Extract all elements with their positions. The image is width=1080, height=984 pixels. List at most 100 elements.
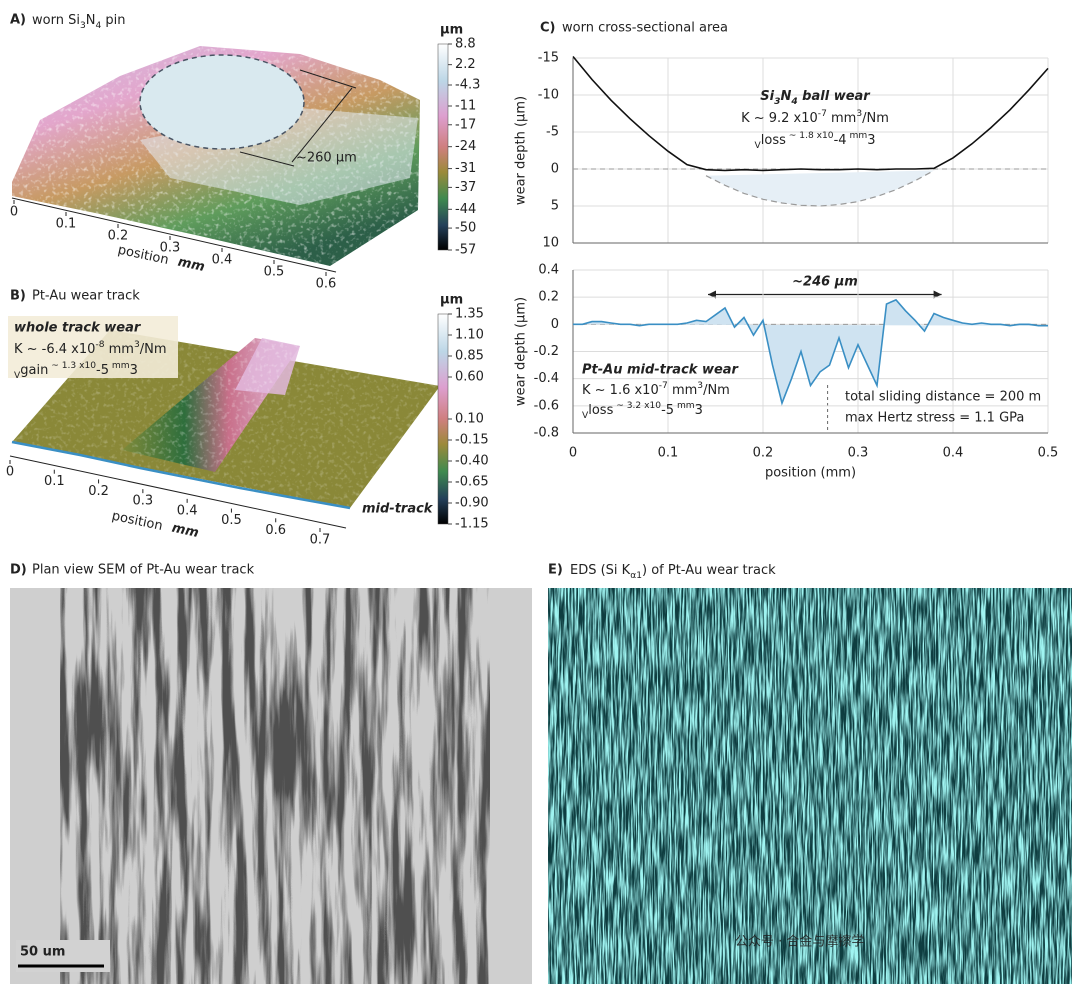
x-tick-label: 0.2 bbox=[753, 446, 774, 461]
colorbar-tick-label: -0.65 bbox=[455, 475, 489, 490]
x-tick-label: 0.4 bbox=[177, 503, 198, 518]
inset-text: Vgain ~ 1.3 x10-5 mm3 bbox=[14, 361, 138, 381]
annotation-text-part: -7 bbox=[659, 381, 668, 391]
annotation-text-part: 3 bbox=[856, 109, 862, 119]
inset-text: K ~ -6.4 x10-8 mm3/Nm bbox=[14, 340, 167, 357]
x-axis-label: position (mm) bbox=[765, 466, 856, 481]
colorbar-tick-label: 0.85 bbox=[455, 349, 484, 364]
y-tick-label: -10 bbox=[538, 88, 559, 103]
colorbar-tick-label: -50 bbox=[455, 221, 476, 236]
colorbar-tick-label: -0.40 bbox=[455, 454, 489, 469]
annotation-text: K ~ 9.2 x10-7 mm3/Nm bbox=[741, 109, 889, 126]
worn-circle bbox=[139, 54, 305, 150]
panel-title: worn Si3N4 pin bbox=[32, 13, 126, 31]
inset-text-part: V bbox=[14, 371, 21, 381]
annotation-text-part: ~ 3.2 x10 bbox=[613, 401, 661, 411]
y-tick-label: 0 bbox=[551, 317, 559, 332]
inset-text-part: -5 bbox=[96, 363, 109, 378]
scale-bar-label: 50 um bbox=[20, 945, 65, 960]
annotation-text-part: ~ 1.8 x10 bbox=[786, 131, 834, 141]
panel-label: C) bbox=[540, 21, 555, 36]
inset-text-part: /Nm bbox=[140, 342, 167, 357]
x-tick-label: 0.5 bbox=[221, 513, 242, 528]
panel-label: E) bbox=[548, 563, 563, 578]
panel-label: D) bbox=[10, 563, 27, 578]
y-tick-label: 0 bbox=[551, 162, 559, 177]
x-tick-label: 0.4 bbox=[212, 253, 233, 268]
panel-title-part: 4 bbox=[95, 21, 101, 31]
mid-track-line bbox=[11, 440, 351, 510]
inset-text-part: mm bbox=[109, 361, 130, 371]
x-axis-unit: mm bbox=[170, 521, 200, 541]
annotation-text-part: 3 bbox=[867, 133, 875, 148]
annotation-title-part: N bbox=[780, 89, 791, 104]
line bbox=[705, 169, 935, 207]
colorbar-tick-label: 0.10 bbox=[455, 412, 484, 427]
annotation-text-part: -7 bbox=[818, 109, 827, 119]
inset-text-part: K ~ -6.4 x10 bbox=[14, 342, 95, 357]
x-tick-label: 0 bbox=[569, 446, 577, 461]
panel-title-part: worn Si bbox=[32, 13, 80, 28]
colorbar-tick-label: -17 bbox=[455, 117, 476, 132]
panel-title-part: N bbox=[86, 13, 96, 28]
annotation-text-part: loss bbox=[761, 133, 786, 148]
x-tick-label: 0.4 bbox=[943, 446, 964, 461]
colorbar-tick-label: 2.2 bbox=[455, 57, 476, 72]
annotation-text-part: mm bbox=[827, 111, 856, 126]
panel-title: Pt-Au wear track bbox=[32, 289, 140, 304]
line bbox=[573, 298, 1048, 406]
inset-text-part: gain bbox=[20, 363, 48, 378]
annotation-text-part: V bbox=[755, 141, 762, 151]
y-tick-label: 10 bbox=[542, 236, 559, 251]
x-tick-label: 0 bbox=[10, 205, 18, 220]
panel-title-part: 3 bbox=[80, 21, 86, 31]
y-tick-label: 0.4 bbox=[538, 263, 559, 278]
colorbar-tick-label: 0.60 bbox=[455, 370, 484, 385]
x-tick-label: 0 bbox=[6, 465, 14, 480]
dimension-label: ~260 µm bbox=[296, 151, 357, 166]
y-axis-label: wear depth (µm) bbox=[514, 96, 529, 205]
colorbar-tick-label: -57 bbox=[455, 243, 476, 258]
panel-title-part: α1 bbox=[630, 571, 642, 581]
arrow-head bbox=[708, 290, 716, 299]
x-tick-label: 0.6 bbox=[316, 277, 337, 292]
annotation-text-part: -5 bbox=[661, 403, 674, 418]
x-tick-label: 0.5 bbox=[264, 265, 285, 280]
x-tick-label: 0.2 bbox=[108, 229, 129, 244]
annotation-text-part: V bbox=[582, 411, 589, 421]
panel-label: B) bbox=[10, 289, 26, 304]
annotation-text-part: -4 bbox=[834, 133, 847, 148]
colorbar-b bbox=[437, 313, 449, 525]
watermark: 公众号 · 合金与摩擦学 bbox=[735, 934, 864, 950]
colorbar-tick-label: 8.8 bbox=[455, 37, 476, 52]
y-tick-label: -0.6 bbox=[534, 398, 559, 413]
annotation-title: Pt-Au mid-track wear bbox=[582, 363, 740, 378]
y-tick-label: -0.2 bbox=[534, 344, 559, 359]
annotation-text-part: mm bbox=[674, 401, 695, 411]
panel-title: worn cross-sectional area bbox=[562, 21, 728, 36]
x-tick-label: 0.3 bbox=[160, 241, 181, 256]
panel-title: Plan view SEM of Pt-Au wear track bbox=[32, 563, 255, 578]
annotation-text: Vloss ~ 3.2 x10-5 mm3 bbox=[582, 401, 703, 421]
colorbar-unit: µm bbox=[440, 23, 463, 38]
panel-title-part: ) of Pt-Au wear track bbox=[642, 563, 776, 578]
x-tick-label: 0.2 bbox=[88, 484, 109, 499]
x-tick-label: 0.3 bbox=[848, 446, 869, 461]
inset-title: whole track wear bbox=[14, 321, 142, 336]
panel-label: A) bbox=[10, 13, 26, 28]
annotation-text: Vloss ~ 1.8 x10-4 mm3 bbox=[755, 131, 876, 151]
annotation-text-part: 3 bbox=[695, 403, 703, 418]
annotation-text-part: 3 bbox=[697, 381, 703, 391]
x-tick-label: 0.1 bbox=[44, 474, 65, 489]
colorbar-tick-label: -37 bbox=[455, 180, 476, 195]
panel-title-part: EDS (Si K bbox=[570, 563, 631, 578]
inset-text-part: 3 bbox=[134, 340, 140, 350]
panel-title-part: pin bbox=[101, 13, 125, 28]
x-tick-label: 0.3 bbox=[133, 494, 154, 509]
annotation-text-part: K ~ 9.2 x10 bbox=[741, 111, 818, 126]
y-tick-label: -15 bbox=[538, 51, 559, 66]
x-tick-label: 0.1 bbox=[56, 217, 77, 232]
annotation-text-part: mm bbox=[847, 131, 868, 141]
